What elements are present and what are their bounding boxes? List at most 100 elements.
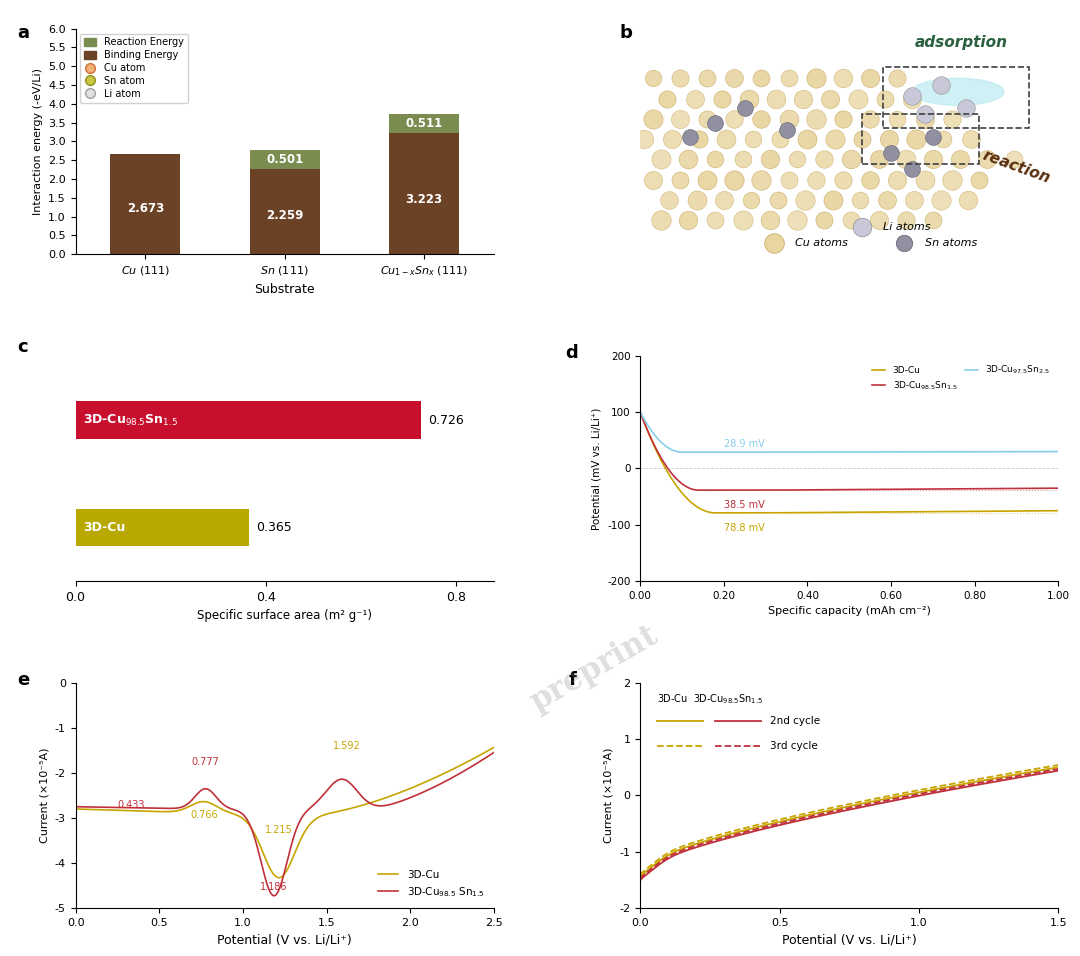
Point xyxy=(699,172,716,187)
Point xyxy=(815,152,833,167)
Point xyxy=(672,172,689,187)
Point xyxy=(807,111,824,126)
Point xyxy=(706,116,724,131)
Point xyxy=(895,235,913,250)
Bar xyxy=(389,114,459,133)
Point xyxy=(799,132,816,147)
Text: 3D-Cu$_{98.5}$Sn$_{1.5}$: 3D-Cu$_{98.5}$Sn$_{1.5}$ xyxy=(83,413,178,427)
3D-Cu$_{98.5}$Sn$_{1.5}$ xyxy=(676,479,689,490)
Point xyxy=(753,71,770,86)
3D-Cu xyxy=(804,507,816,518)
Point xyxy=(780,71,797,86)
Point xyxy=(686,91,703,106)
Point xyxy=(826,132,843,147)
Text: preprint: preprint xyxy=(525,620,663,718)
Point xyxy=(842,213,860,228)
Text: 1.215: 1.215 xyxy=(265,825,293,836)
Text: 2.673: 2.673 xyxy=(126,203,164,215)
3D-Cu$_{97.5}$Sn$_{2.5}$ xyxy=(804,446,816,458)
Point xyxy=(699,111,716,126)
Point xyxy=(744,132,761,147)
Point xyxy=(679,152,697,167)
3D-Cu xyxy=(921,506,934,517)
Point xyxy=(815,213,833,228)
3D-Cu xyxy=(634,406,647,418)
Text: 3rd cycle: 3rd cycle xyxy=(770,741,818,750)
Point xyxy=(1005,152,1023,167)
Text: c: c xyxy=(17,337,28,356)
Point xyxy=(742,192,759,207)
Bar xyxy=(882,67,1029,128)
Point xyxy=(935,132,953,147)
Point xyxy=(636,132,653,147)
3D-Cu xyxy=(475,749,488,760)
Text: adsorption: adsorption xyxy=(915,35,1009,51)
Point xyxy=(889,71,906,86)
3D-Cu xyxy=(710,507,723,518)
Point xyxy=(897,213,915,228)
Point xyxy=(853,132,870,147)
Text: reaction: reaction xyxy=(981,148,1053,186)
X-axis label: Potential (V vs. Li/Li⁺): Potential (V vs. Li/Li⁺) xyxy=(217,933,352,946)
Point xyxy=(717,132,734,147)
Point xyxy=(824,192,841,207)
Point xyxy=(889,111,906,126)
Point xyxy=(933,77,950,93)
Point xyxy=(726,111,743,126)
3D-Cu$_{98.5}$Sn$_{1.5}$ xyxy=(921,484,934,495)
Point xyxy=(761,213,779,228)
3D-Cu$_{98.5}$ Sn$_{1.5}$ xyxy=(268,890,281,902)
Point xyxy=(778,122,795,138)
Point xyxy=(706,213,724,228)
3D-Cu$_{97.5}$Sn$_{2.5}$ xyxy=(677,446,690,458)
Text: 0.766: 0.766 xyxy=(190,811,217,820)
Text: a: a xyxy=(17,24,29,42)
Text: 2.259: 2.259 xyxy=(266,209,303,223)
Text: f: f xyxy=(569,671,577,689)
Point xyxy=(726,172,743,187)
3D-Cu$_{97.5}$Sn$_{2.5}$ xyxy=(960,446,973,458)
Point xyxy=(672,111,689,126)
X-axis label: Substrate: Substrate xyxy=(255,283,315,296)
Legend: Reaction Energy, Binding Energy, Cu atom, Sn atom, Li atom: Reaction Energy, Binding Energy, Cu atom… xyxy=(81,33,188,103)
Point xyxy=(681,129,699,144)
Legend: 3D-Cu, 3D-Cu$_{98.5}$ Sn$_{1.5}$: 3D-Cu, 3D-Cu$_{98.5}$ Sn$_{1.5}$ xyxy=(374,865,488,903)
Point xyxy=(897,152,915,167)
Point xyxy=(960,192,977,207)
Bar xyxy=(862,115,978,164)
3D-Cu xyxy=(819,507,832,518)
X-axis label: Specific capacity (mAh cm⁻²): Specific capacity (mAh cm⁻²) xyxy=(768,606,931,617)
Bar xyxy=(110,154,180,254)
Point xyxy=(644,111,661,126)
Point xyxy=(771,132,788,147)
Point xyxy=(924,152,942,167)
Point xyxy=(644,172,661,187)
Text: d: d xyxy=(565,344,578,362)
Bar xyxy=(249,169,320,254)
3D-Cu$_{98.5}$Sn$_{1.5}$ xyxy=(968,483,981,494)
3D-Cu$_{97.5}$Sn$_{2.5}$ xyxy=(676,446,689,458)
Point xyxy=(878,192,895,207)
Point xyxy=(726,71,743,86)
Point xyxy=(882,145,900,161)
3D-Cu xyxy=(676,489,689,500)
Point xyxy=(672,71,689,86)
Bar xyxy=(76,509,249,546)
3D-Cu$_{98.5}$ Sn$_{1.5}$ xyxy=(475,754,488,766)
Point xyxy=(713,91,730,106)
Point xyxy=(933,192,950,207)
Point xyxy=(903,89,920,104)
Point xyxy=(943,111,960,126)
3D-Cu$_{98.5}$ Sn$_{1.5}$ xyxy=(272,883,285,895)
Point xyxy=(807,71,824,86)
Text: 0.511: 0.511 xyxy=(405,117,443,130)
Point xyxy=(880,132,897,147)
Point xyxy=(907,132,924,147)
Text: 38.5 mV: 38.5 mV xyxy=(724,500,765,511)
3D-Cu$_{98.5}$Sn$_{1.5}$ xyxy=(634,406,647,418)
Point xyxy=(766,235,783,250)
Text: 3.223: 3.223 xyxy=(406,193,443,206)
3D-Cu xyxy=(1052,505,1065,516)
Point xyxy=(753,111,770,126)
3D-Cu xyxy=(91,804,104,815)
